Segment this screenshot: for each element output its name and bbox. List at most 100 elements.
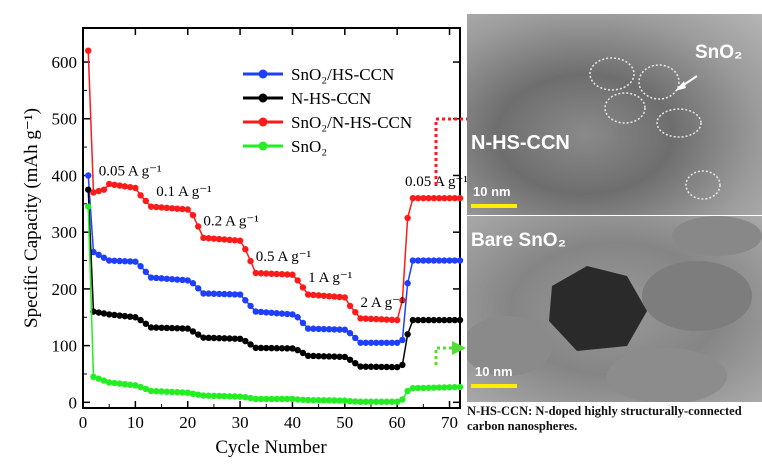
data-point — [331, 353, 338, 360]
scale-bar-top-label: 10 nm — [473, 184, 511, 199]
data-point — [362, 363, 369, 370]
data-point — [221, 392, 228, 400]
data-point — [105, 379, 113, 386]
data-point — [111, 181, 118, 188]
series-2 — [85, 47, 464, 324]
data-point — [346, 302, 354, 310]
data-point — [205, 392, 212, 399]
data-point — [383, 363, 390, 371]
data-point — [404, 280, 411, 287]
data-point — [451, 316, 458, 324]
data-point — [116, 257, 123, 265]
data-point — [174, 389, 181, 396]
data-point — [268, 309, 275, 316]
x-tick-label: 40 — [284, 413, 301, 432]
y-tick-label: 500 — [52, 110, 78, 129]
data-point — [446, 194, 453, 202]
data-point — [147, 274, 155, 281]
data-point — [200, 290, 207, 297]
sno2-particle-label: SnO₂ — [695, 42, 743, 63]
data-point — [367, 339, 375, 346]
data-point — [273, 395, 280, 403]
y-tick-label: 100 — [52, 337, 78, 356]
data-point — [215, 392, 223, 400]
data-point — [404, 331, 411, 338]
data-point — [268, 395, 275, 403]
data-point — [393, 363, 401, 371]
data-point — [257, 344, 265, 352]
data-point — [399, 336, 406, 344]
data-point — [367, 398, 375, 405]
rate-annotation: 0.2 A g⁻¹ — [203, 213, 258, 229]
data-point — [304, 325, 312, 332]
data-point — [158, 324, 165, 331]
data-point — [210, 290, 218, 297]
legend-label: N-HS-CCN — [291, 89, 371, 108]
data-point — [289, 311, 296, 318]
data-point — [378, 398, 385, 405]
data-point — [409, 194, 417, 202]
data-point — [357, 315, 364, 322]
data-point — [242, 245, 249, 253]
data-point — [105, 311, 113, 318]
data-point — [247, 341, 254, 348]
data-point — [278, 395, 286, 403]
data-point — [456, 194, 464, 202]
data-point — [158, 388, 165, 395]
data-point — [163, 275, 170, 282]
data-point — [362, 339, 369, 346]
data-point — [247, 302, 254, 310]
data-point — [236, 393, 244, 400]
data-point — [263, 309, 270, 316]
data-point — [210, 334, 218, 342]
data-point — [304, 352, 312, 360]
data-point — [331, 326, 338, 333]
data-point — [273, 270, 280, 278]
data-point — [435, 316, 443, 324]
data-point — [158, 204, 165, 211]
data-point — [205, 235, 212, 242]
y-axis-label: Specific Capacity (mAh g⁻¹) — [21, 108, 42, 328]
data-point — [168, 205, 176, 212]
data-point — [126, 258, 134, 265]
x-axis-label: Cycle Number — [215, 437, 327, 458]
data-point — [456, 257, 464, 264]
data-point — [126, 313, 134, 320]
figure-caption: N-HS-CCN: N-doped highly structurally-co… — [467, 404, 742, 433]
rate-annotation: 0.1 A g⁻¹ — [156, 184, 211, 200]
rate-annotation: 0.5 A g⁻¹ — [256, 249, 311, 265]
data-point — [336, 326, 343, 333]
data-point — [252, 308, 259, 315]
data-point — [111, 379, 118, 387]
data-point — [336, 397, 343, 404]
data-point — [325, 353, 333, 360]
legend-swatch-marker — [258, 141, 268, 151]
data-point — [168, 275, 176, 283]
data-point — [310, 291, 317, 299]
data-point — [189, 328, 197, 335]
data-point — [362, 315, 369, 322]
data-point — [346, 397, 354, 405]
data-point — [294, 314, 301, 321]
rate-annotation: 0.05 A g⁻¹ — [99, 163, 162, 179]
data-point — [299, 284, 307, 291]
data-point — [414, 194, 422, 202]
data-point — [383, 316, 390, 323]
data-point — [215, 334, 223, 342]
y-tick-label: 300 — [52, 223, 78, 242]
data-point — [174, 276, 181, 283]
data-point — [446, 384, 453, 391]
data-point — [320, 325, 328, 333]
data-point — [336, 293, 343, 301]
plot-frame — [82, 27, 461, 409]
data-point — [252, 344, 259, 352]
data-point — [404, 387, 411, 395]
data-point — [205, 334, 212, 342]
data-point — [456, 383, 464, 391]
data-point — [194, 331, 202, 338]
data-point — [341, 294, 349, 301]
tem-bottom-label: Bare SnO₂ — [471, 230, 567, 251]
series-group — [85, 47, 464, 405]
data-point — [373, 339, 380, 346]
data-point — [132, 382, 139, 389]
